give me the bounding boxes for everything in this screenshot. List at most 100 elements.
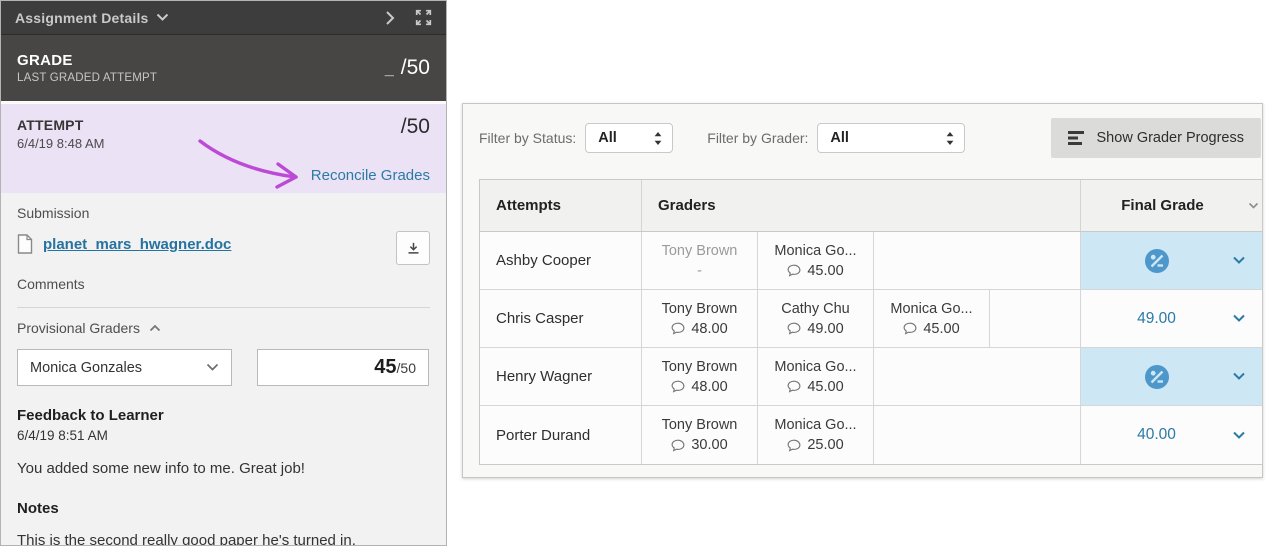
grader-entry: Monica Go... 25.00 — [758, 406, 874, 464]
comment-bubble-icon — [671, 380, 685, 393]
comment-bubble-icon — [787, 322, 801, 335]
attempt-score-total: /50 — [400, 115, 430, 138]
grader-score-placeholder: - — [697, 262, 702, 279]
provisional-graders-label: Provisional Graders — [17, 320, 140, 336]
grade-summary-section: GRADE LAST GRADED ATTEMPT _ /50 — [1, 34, 446, 101]
grader-score: 45.00 — [787, 262, 844, 279]
attempt-label: ATTEMPT — [17, 117, 84, 133]
grader-score: 49.00 — [787, 320, 844, 337]
grader-score-value: 45.00 — [807, 262, 844, 279]
assignment-details-toggle[interactable]: Assignment Details — [15, 10, 169, 26]
grade-score-placeholder: _ — [384, 61, 394, 78]
student-name: Porter Durand — [480, 406, 642, 464]
provisional-graders-section: Provisional Graders Monica Gonzales 45 /… — [1, 308, 446, 546]
grader-score-value: 48.00 — [691, 320, 728, 337]
grader-entry: Cathy Chu 49.00 — [758, 290, 874, 347]
graders-cell: Tony Brown 48.00 Cathy Chu 49.00 Monica Go..… — [642, 290, 1080, 347]
chevron-down-icon — [1233, 314, 1245, 322]
submission-file-link[interactable]: planet_mars_hwagner.doc — [43, 235, 232, 253]
grader-score-value: 25.00 — [807, 437, 844, 453]
submission-section: Submission planet_mars_hwagner.doc Comm — [1, 193, 446, 308]
final-grade-cell[interactable]: 40.00 — [1080, 406, 1262, 464]
select-updown-icon — [947, 131, 954, 145]
final-grade-caret[interactable] — [1232, 314, 1262, 323]
table-row: Ashby Cooper Tony Brown - Monica Go... 45.00 — [480, 232, 1262, 290]
grading-card: Filter by Status: All Filter by Grader: … — [462, 103, 1263, 478]
table-row: Porter Durand Tony Brown 30.00 Monica Go...… — [480, 406, 1262, 464]
grader-score-value: 49.00 — [807, 320, 844, 337]
fullscreen-expand-icon[interactable] — [415, 9, 432, 26]
grade-table: Attempts Graders Final Grade Ashby Coope… — [479, 179, 1263, 465]
grade-input[interactable]: 45 /50 — [257, 349, 429, 386]
filter-grader-select[interactable]: All — [817, 123, 966, 153]
grader-name: Monica Go... — [890, 300, 973, 317]
select-updown-icon — [654, 131, 662, 145]
grader-entry: Monica Go... 45.00 — [758, 232, 874, 289]
assignment-details-panel: Assignment Details GRADE LAST GRADED ATT… — [0, 0, 447, 546]
grader-name: Tony Brown — [661, 300, 738, 317]
header-caret[interactable] — [1244, 180, 1262, 231]
filters-row: Filter by Status: All Filter by Grader: … — [479, 118, 1261, 158]
comment-bubble-icon — [787, 439, 801, 452]
reconcile-pending-icon — [1144, 248, 1169, 273]
final-grade-cell[interactable] — [1080, 348, 1262, 405]
grader-name: Cathy Chu — [781, 300, 850, 317]
grader-score-value: 48.00 — [691, 378, 728, 395]
final-grade-cell[interactable]: 49.00 — [1080, 290, 1262, 347]
grade-score-total: /50 — [400, 56, 430, 79]
final-grade-caret[interactable] — [1232, 431, 1262, 440]
table-row: Chris Casper Tony Brown 48.00 Cathy Chu 49.0… — [480, 290, 1262, 348]
grader-name: Tony Brown — [661, 242, 738, 259]
table-body: Ashby Cooper Tony Brown - Monica Go... 45.00… — [480, 232, 1262, 464]
show-grader-progress-button[interactable]: Show Grader Progress — [1050, 118, 1261, 158]
table-header-row: Attempts Graders Final Grade — [480, 180, 1262, 232]
final-grade-caret[interactable] — [1232, 372, 1262, 381]
final-grade-content: 40.00 — [1081, 426, 1232, 444]
final-grade-cell[interactable] — [1080, 232, 1262, 289]
graders-cell: Tony Brown 30.00 Monica Go... 25.00 — [642, 406, 1080, 464]
grade-label: GRADE — [17, 52, 73, 69]
provisional-graders-toggle[interactable]: Provisional Graders — [17, 320, 430, 336]
provisional-grader-controls: Monica Gonzales 45 /50 — [17, 349, 430, 386]
filter-status-select[interactable]: All — [585, 123, 674, 153]
chevron-up-icon — [149, 324, 161, 332]
grader-name: Monica Go... — [774, 358, 857, 375]
download-button[interactable] — [396, 231, 430, 265]
student-name: Chris Casper — [480, 290, 642, 347]
header-final-grade: Final Grade — [1080, 180, 1244, 231]
grader-score-value: 30.00 — [691, 437, 728, 453]
grade-input-value: 45 — [374, 356, 397, 378]
chevron-down-icon — [156, 13, 168, 21]
reconcile-grades-link[interactable]: Reconcile Grades — [310, 167, 430, 184]
grader-entry: Tony Brown 48.00 — [642, 348, 758, 405]
document-icon — [17, 234, 33, 254]
student-name: Ashby Cooper — [480, 232, 642, 289]
grader-progress-icon — [1067, 131, 1084, 145]
notes-text: This is the second really good paper he'… — [17, 532, 356, 546]
grader-entry: Tony Brown 30.00 — [642, 406, 758, 464]
grader-select[interactable]: Monica Gonzales — [17, 349, 232, 386]
grader-score-value: 45.00 — [923, 320, 960, 337]
attempt-date: 6/4/19 8:48 AM — [17, 136, 105, 151]
graders-cell: Tony Brown - Monica Go... 45.00 — [642, 232, 1080, 289]
graders-cell: Tony Brown 48.00 Monica Go... 45.00 — [642, 348, 1080, 405]
attempt-section: ATTEMPT 6/4/19 8:48 AM /50 Reconcile Gra… — [1, 101, 446, 193]
collapse-panel-right-icon[interactable] — [385, 10, 395, 26]
final-grade-caret[interactable] — [1232, 256, 1262, 265]
grader-entry: Monica Go... 45.00 — [758, 348, 874, 405]
filter-grader-value: All — [830, 130, 849, 146]
download-icon — [408, 242, 418, 254]
grader-score: 45.00 — [903, 320, 960, 337]
grader-entry: Monica Go... 45.00 — [874, 290, 990, 347]
filter-grader-label: Filter by Grader: — [707, 130, 809, 146]
annotation-arrow — [198, 139, 298, 189]
grader-score: 45.00 — [787, 379, 844, 395]
panel-header-icons — [385, 9, 432, 26]
submission-file-row: planet_mars_hwagner.doc — [17, 234, 430, 254]
grade-input-total: /50 — [396, 360, 416, 376]
grade-sublabel: LAST GRADED ATTEMPT — [17, 72, 158, 84]
section-divider — [17, 307, 430, 308]
grader-select-value: Monica Gonzales — [30, 359, 143, 376]
student-name: Henry Wagner — [480, 348, 642, 405]
